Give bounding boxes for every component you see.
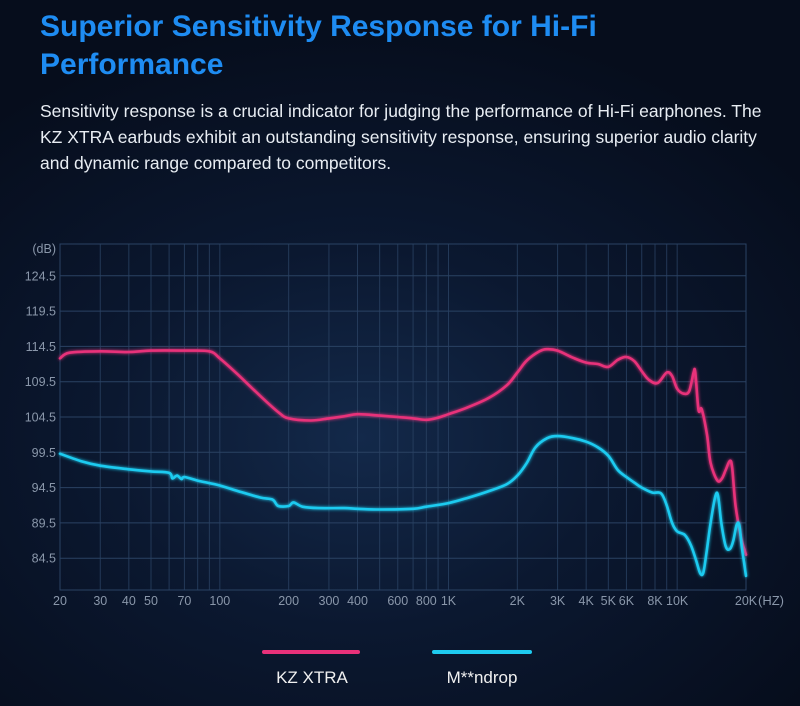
x-tick-label: 3K — [550, 594, 566, 608]
y-tick-label: 109.5 — [25, 375, 56, 389]
x-tick-label: 70 — [177, 594, 191, 608]
x-tick-label: 600 — [387, 594, 408, 608]
x-tick-label: 50 — [144, 594, 158, 608]
x-tick-label: 800 — [416, 594, 437, 608]
x-tick-label: 30 — [93, 594, 107, 608]
x-tick-label: 1K — [441, 594, 457, 608]
chart-series — [58, 347, 748, 578]
x-tick-label: 20K — [735, 594, 758, 608]
x-tick-label: 100 — [209, 594, 230, 608]
x-tick-label: 10K — [666, 594, 689, 608]
y-tick-label: 94.5 — [32, 481, 56, 495]
x-tick-label: 400 — [347, 594, 368, 608]
legend-label-kz-xtra: KZ XTRA — [276, 668, 348, 687]
series-line-kz-xtra — [58, 347, 748, 556]
y-tick-label: 124.5 — [25, 269, 56, 283]
legend-swatch-kz-xtra — [262, 650, 360, 654]
x-tick-label: 6K — [619, 594, 635, 608]
y-tick-label: 104.5 — [25, 411, 56, 425]
y-tick-label: 84.5 — [32, 552, 56, 566]
y-tick-label: 114.5 — [26, 340, 56, 354]
y-tick-label: 119.5 — [26, 305, 56, 319]
x-tick-label: 4K — [579, 594, 595, 608]
x-tick-label: 8K — [647, 594, 663, 608]
x-tick-label: 200 — [278, 594, 299, 608]
legend-label-mndrop: M**ndrop — [446, 668, 518, 687]
x-tick-label: 5K — [601, 594, 617, 608]
y-tick-label: 89.5 — [32, 516, 56, 530]
series-line-mndrop — [58, 434, 748, 578]
y-axis-label: (dB) — [32, 242, 56, 256]
page-title: Superior Sensitivity Response for Hi-Fi … — [40, 10, 597, 81]
y-tick-label: 99.5 — [32, 446, 56, 460]
x-tick-label: 40 — [122, 594, 136, 608]
legend-swatch-mndrop — [432, 650, 532, 654]
x-tick-label: 2K — [510, 594, 526, 608]
x-tick-label: 300 — [319, 594, 340, 608]
x-tick-label: 20 — [53, 594, 67, 608]
x-axis-label: (HZ) — [758, 593, 784, 608]
description-text: Sensitivity response is a crucial indica… — [40, 101, 762, 173]
chart-tick-labels: 84.5 89.5 94.5 99.5 104.5 109.5 114.5 119.5 124.… — [25, 242, 784, 608]
